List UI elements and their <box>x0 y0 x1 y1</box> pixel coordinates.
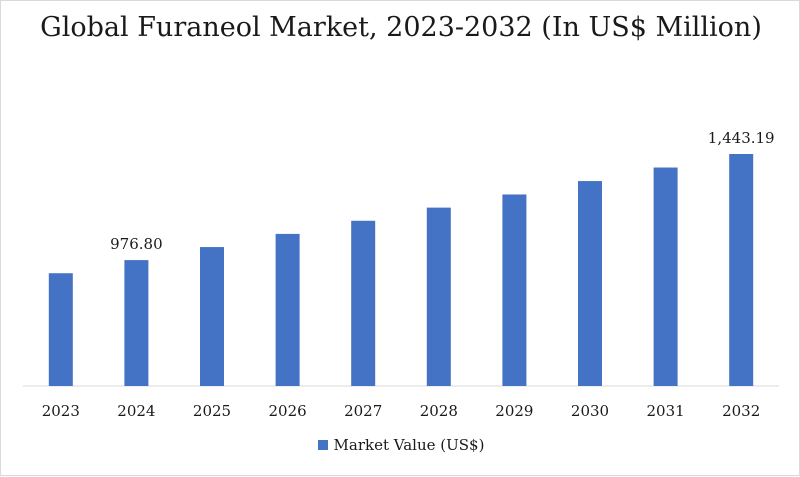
data-label: 976.80 <box>110 235 163 253</box>
x-tick-label: 2027 <box>344 402 382 420</box>
legend-label: Market Value (US$) <box>333 436 485 454</box>
bar-2032 <box>729 154 754 386</box>
x-tick-label: 2029 <box>495 402 533 420</box>
bar-2031 <box>653 167 678 386</box>
x-tick-label: 2031 <box>647 402 685 420</box>
bar-2025 <box>200 247 224 386</box>
bar-2027 <box>351 220 376 386</box>
x-tick-label: 2030 <box>571 402 609 420</box>
legend-swatch <box>317 440 328 450</box>
x-tick-label: 2028 <box>420 402 458 420</box>
chart-title: Global Furaneol Market, 2023-2032 (In US… <box>40 12 762 43</box>
data-label: 1,443.19 <box>708 129 775 147</box>
x-tick-label: 2025 <box>193 402 231 420</box>
legend: Market Value (US$) <box>1 436 800 454</box>
bar-2024 <box>124 260 149 386</box>
x-tick-label: 2024 <box>117 402 155 420</box>
bar-2029 <box>502 194 527 386</box>
x-tick-label: 2032 <box>722 402 760 420</box>
x-tick-label: 2026 <box>269 402 307 420</box>
bar-2026 <box>275 233 300 386</box>
bar-2028 <box>426 207 451 386</box>
x-tick-label: 2023 <box>42 402 80 420</box>
bar-2023 <box>48 273 73 386</box>
bar-2030 <box>578 181 602 386</box>
